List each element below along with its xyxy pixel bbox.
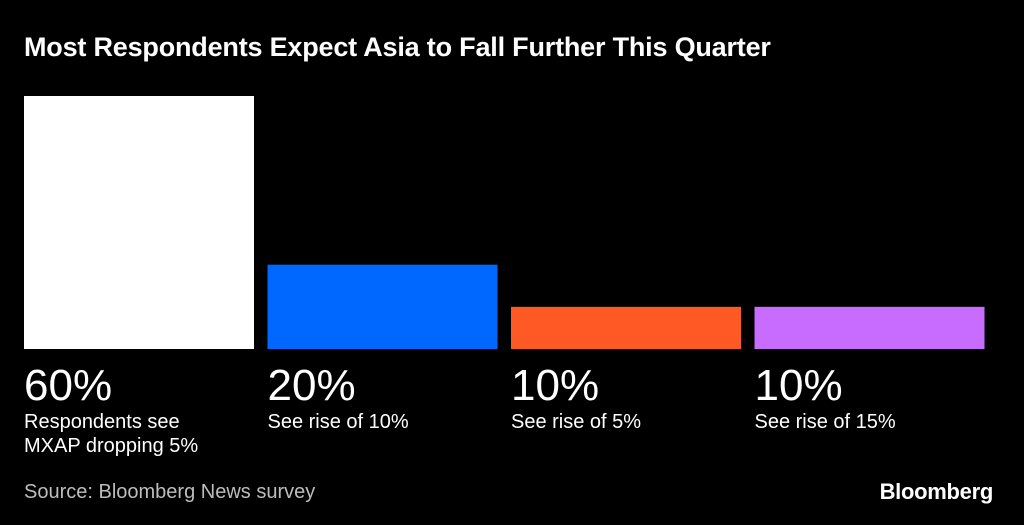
bar-category-label-2: See rise of 10%	[267, 411, 409, 433]
bar-category-label-3: See rise of 5%	[511, 411, 642, 433]
bar-category-label-4: See rise of 15%	[754, 411, 896, 433]
bar-value-label-3: 10%	[511, 361, 600, 410]
bar-value-label-1: 60%	[24, 361, 113, 410]
bar-category-label-1: Respondents see MXAP dropping 5%	[24, 411, 199, 457]
chart-title: Most Respondents Expect Asia to Fall Fur…	[24, 32, 771, 62]
bar-value-label-2: 20%	[267, 361, 356, 410]
bar-value-label-4: 10%	[754, 361, 843, 410]
bar-2	[267, 264, 498, 349]
bar-3	[511, 306, 741, 349]
bar-4	[754, 306, 985, 349]
bar-1	[24, 96, 254, 349]
source-note: Source: Bloomberg News survey	[24, 481, 316, 503]
bloomberg-logo: Bloomberg	[879, 479, 994, 504]
